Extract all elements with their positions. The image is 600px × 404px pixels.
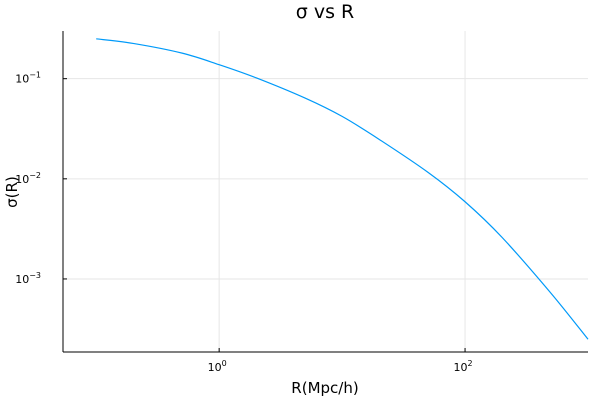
x-tick-exponent: 0	[222, 359, 227, 368]
x-tick-label: 102	[454, 359, 473, 374]
y-tick-exponent: −2	[29, 171, 41, 180]
x-tick-exponent: 2	[468, 359, 473, 368]
y-tick-label: 10−1	[15, 71, 41, 86]
grid-layer	[63, 31, 588, 352]
y-tick-exponent: −3	[29, 271, 41, 280]
axes-layer	[62, 31, 588, 353]
chart-title: σ vs R	[296, 1, 354, 23]
y-tick-exponent: −1	[29, 71, 41, 80]
y-tick-label: 10−3	[15, 271, 41, 286]
y-axis-label: σ(R)	[3, 176, 21, 208]
series-line-sigma	[96, 38, 589, 340]
series-layer	[96, 38, 589, 340]
x-tick-label: 100	[208, 359, 227, 374]
x-axis-label: R(Mpc/h)	[291, 379, 358, 397]
